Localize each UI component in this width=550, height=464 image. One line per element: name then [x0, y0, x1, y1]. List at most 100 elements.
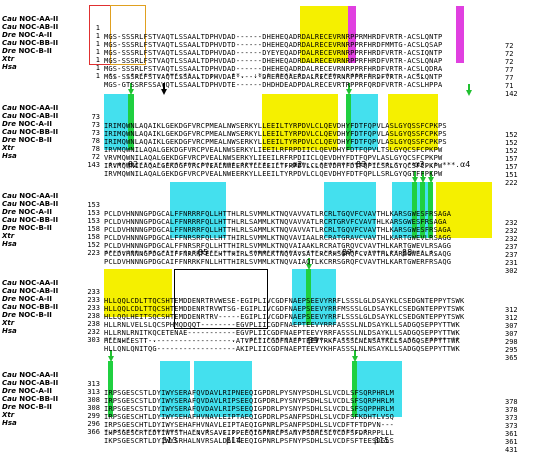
sequence: HLLRNLRNITKQCETENAE-----------EGVPLIICGD… — [104, 329, 460, 337]
arrow-stem — [163, 83, 165, 91]
highlight-cyan-b13 — [160, 361, 190, 417]
label-alpha4: α4 — [460, 160, 471, 169]
species-name: Cau — [2, 192, 17, 200]
protein-name: NOC-AA-II — [16, 15, 59, 23]
label-alpha3: α3 — [414, 160, 425, 169]
start-position: 313 — [87, 380, 100, 388]
highlight-cyan-b3 — [346, 94, 378, 150]
alignment-row: Cau NOC-AA-II 233 HLLQQLCDLTTQCSHTEMDDEN… — [0, 270, 550, 314]
end-position: 72 — [505, 42, 514, 50]
start-position: 1 — [95, 64, 100, 72]
sequence: IRIMQWNLAQAIKLGEKDGFVRCPMEALNWSERKYLLEEI… — [104, 138, 447, 146]
sequence: MGS-SSSRLFSTVAQTLSSAALTDPHVDAD------DHEH… — [104, 33, 443, 41]
end-position: 231 — [505, 259, 518, 267]
sequence: IRVMQWNILAQALGEKDGFVRCPVEALNWEERKYLLEEIL… — [104, 170, 443, 178]
start-position: 73 — [91, 113, 100, 121]
sequence: HLLQQLHEITSQCSHTEMDDENRTRV-----EGIPLIVCG… — [104, 313, 465, 321]
green-column — [346, 94, 351, 150]
alignment-row: Cau NOC-AA-II 153 PCLDVHNNNGPDGCALFFNRRR… — [0, 183, 550, 227]
sequence: MGS-SSSRLFSTVAQTLSSAALTDPHVDAD------DYEY… — [104, 49, 443, 57]
sequence: IRPSGESCHTLDYIWYSEHAFHVNAVLEIPTAEQIGPNRL… — [104, 421, 395, 429]
alignment-row: Xtr 232 HLLNHLESTT--------------------AT… — [0, 310, 550, 354]
species-name: Hsa — [2, 152, 17, 160]
sequence: MGS-SSSRLFSTVAQTLSSAALTDPHVDTD------DHEH… — [104, 41, 443, 49]
start-position: 308 — [87, 404, 100, 412]
start-position: 233 — [87, 296, 100, 304]
arrow-stem — [348, 83, 350, 91]
protein-name: NOC-A-II — [16, 387, 52, 395]
arrow-stem — [110, 350, 112, 358]
species-name: Xtr — [2, 411, 15, 419]
alignment-row: Cau NOC-AA-II 313 IRPSGESCSTLDYIWYSERAFQ… — [0, 362, 550, 406]
alignment-row: Hsa 143 IRVMQWNILAQALGEKDGFVRCPVEALNWEER… — [0, 143, 550, 187]
highlight-yellow-a4 — [436, 182, 492, 238]
label-beta9: β9 — [308, 336, 319, 345]
start-position: 1 — [95, 40, 100, 48]
protein-name: NOC-A-II — [16, 208, 52, 216]
end-position: 373 — [505, 422, 518, 430]
sequence: IRIMQWNLAQAIKLGEKDGFVRCPMEALNWSERKYLLEEI… — [104, 122, 447, 130]
start-position: 78 — [91, 145, 100, 153]
sequence: HLLQQLCDLTTQCSHTEMDDENRTRVWTSG-EGIPLIVCG… — [104, 305, 465, 313]
sequence: VRVMQWNILAQALGEKDGFVRCPVEALNWSERKYLIEEIL… — [104, 154, 443, 162]
alignment-row: Dre NOC-B-II 238 HLLRNLRNITKQCETENAE----… — [0, 302, 550, 346]
sequence: PCLDVHNNNGPDGCALFFNRRRFQLLHTTHLRLSVMMLKT… — [104, 210, 452, 218]
end-position: 142 — [505, 90, 518, 98]
sequence: HLLQQLCDLTTQCSHTEMDDENRTRVWESE-EGIPLIVCG… — [104, 297, 465, 305]
highlight-cyan-b14 — [194, 361, 252, 417]
alignment-row: Hsa 366 IKPSGESCRTLDYIWYSRHALNVRSALDLLTE… — [0, 410, 550, 454]
species-name: Cau — [2, 15, 17, 23]
end-position: 157 — [505, 163, 518, 171]
end-position: 361 — [505, 430, 518, 438]
sequence: IRPSGESCSTLDYIWYSERAFQVDAVLRIPSEEQIGPDRL… — [104, 397, 395, 405]
end-position: 302 — [505, 267, 518, 275]
alignment-row: Cau NOC-BB-II 1 MGS-SSSRLFSTVAQTLSSAALTD… — [0, 30, 550, 74]
end-position: 378 — [505, 398, 518, 406]
species-name: Hsa — [2, 63, 17, 71]
consensus-symbols: ***:.* : . . :***:********.****..* ****.… — [104, 336, 460, 344]
black-box — [174, 269, 268, 329]
sequence: IRVMQWNILAQALGEKDGFVRCPVEALNWEERKYLLEEIL… — [104, 162, 443, 170]
end-position: 307 — [505, 330, 518, 338]
alignment-row: Cau NOC-BB-II 78 IRVMQWNILAQALGEKDGFVRCP… — [0, 119, 550, 163]
alignment-row: Cau NOC-AB-II 73 IRIMQWNLAQAIKLGEKDGFVRC… — [0, 103, 550, 147]
sequence: MGS-SSSRLFSTVAQTLSSAALTDPHVDAD------DHEH… — [104, 57, 443, 65]
label-beta7: β7 — [342, 248, 353, 257]
start-position: 366 — [87, 428, 100, 436]
end-position: 71 — [505, 82, 514, 90]
green-arrow-icon — [420, 177, 426, 183]
end-position: 378 — [505, 406, 518, 414]
species-name: Cau — [2, 39, 17, 47]
arrow-stem — [354, 350, 356, 358]
alignment-row: Xtr 296 IHPSGESCRTLDYIWYSTHALNVRSAVEIPPE… — [0, 402, 550, 446]
label-beta5: β5 — [198, 248, 209, 257]
highlight-magenta — [348, 6, 356, 63]
start-position: 153 — [87, 201, 100, 209]
alignment-row: Cau NOC-AB-II 153 PCLDVHNNNGPDGCALFFNRRR… — [0, 191, 550, 235]
end-position: 232 — [505, 235, 518, 243]
protein-name: NOC-BB-II — [16, 303, 59, 311]
green-arrow-icon — [428, 177, 434, 183]
protein-name: NOC-BB-II — [16, 39, 59, 47]
protein-name: NOC-AA-II — [16, 279, 59, 287]
end-position: 373 — [505, 414, 518, 422]
green-column — [352, 361, 357, 417]
label-beta15: β15 — [374, 436, 390, 445]
protein-name: NOC-B-II — [16, 47, 52, 55]
alignment-row: Xtr 1 MGS-SSSRLFSTVAQTLSSAALTDPHVDAE----… — [0, 46, 550, 90]
alignment-row: Hsa 1 MGS-GTSSRFSSAVQTLSSAALTDPHVDTE----… — [0, 54, 550, 98]
protein-name: NOC-AB-II — [16, 23, 59, 31]
end-position: 72 — [505, 58, 514, 66]
alignment-row: Cau NOC-AA-II 73 IRIMQWNLAQAIKLGEKDGFVRC… — [0, 95, 550, 139]
species-name: Cau — [2, 23, 17, 31]
arrow-stem — [130, 83, 132, 91]
highlight-cyan-b9 — [292, 269, 336, 325]
consensus-symbols: ****:***:***:****:*:******.**:* .*******… — [104, 249, 447, 257]
consensus-symbols: :*:****:***:*:*******:**:*****.******::*… — [104, 161, 460, 169]
start-position: 72 — [91, 153, 100, 161]
species-name: Dre — [2, 31, 17, 39]
end-position: 157 — [505, 155, 518, 163]
species-name: Dre — [2, 208, 17, 216]
sequence: IRPSGESCSTLDYIWYSERAFQVDAVLRIPSEEQIGPDRL… — [104, 405, 395, 413]
start-position: 153 — [87, 209, 100, 217]
